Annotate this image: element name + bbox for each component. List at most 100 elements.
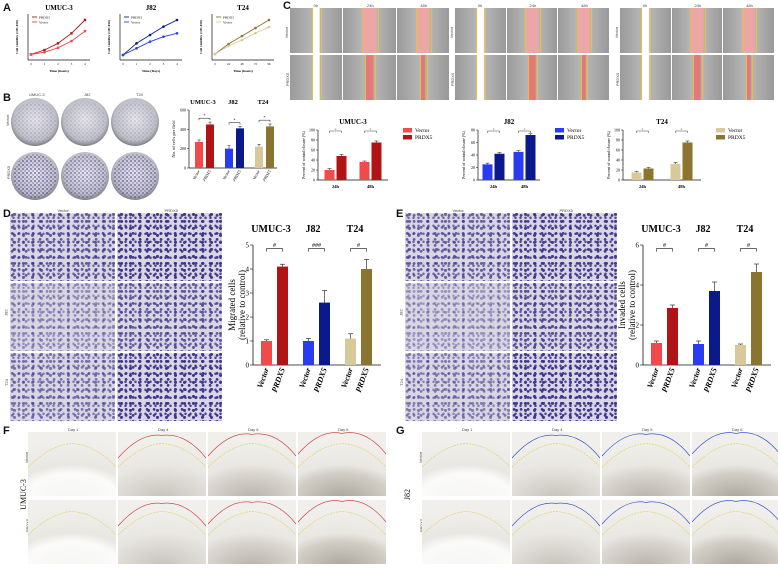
wound-edge-lines (419, 55, 428, 100)
chart-title: UMUC-3 (339, 118, 367, 126)
bar (670, 164, 681, 180)
bar (195, 141, 203, 168)
x-tick-label: Vector (729, 366, 745, 390)
baseline-outline (28, 443, 116, 468)
row-label: J82 (398, 309, 404, 316)
bar (255, 146, 263, 168)
panel-label-f: F (3, 425, 10, 437)
spheroid-image (208, 500, 296, 564)
wound-edge-lines (689, 8, 707, 53)
x-tick-label: 0 (122, 62, 124, 66)
baseline-outline (118, 511, 206, 536)
x-tick-label: 24h (639, 184, 647, 189)
baseline-outline (512, 511, 600, 536)
transwell-image (117, 353, 222, 421)
legend-swatch (555, 128, 564, 133)
day-label: Day 4 (552, 427, 563, 432)
b-col-label-t24: T24 (136, 92, 143, 97)
y-tick-label: 60 (616, 148, 620, 153)
baseline-outline (298, 511, 386, 536)
sig-bracket (740, 248, 757, 252)
transwell-image (512, 213, 617, 281)
chart-title: J82 (504, 118, 515, 126)
x-tick-label: Vector (251, 169, 261, 181)
transwell-image (10, 353, 115, 421)
spheroid-image (512, 500, 600, 564)
invasion-front-outline (602, 433, 690, 468)
y-tick-label: 80 (471, 128, 475, 133)
x-tick-label: 24h (490, 184, 498, 189)
wound-image (671, 55, 723, 100)
y-axis-label-2: (relative to control) (627, 270, 637, 340)
viability-chart-t24: T24 Time (hours) Cell viability (OD 450) 0 2… (199, 4, 274, 73)
y-axis-label: Percent of wound closure (%) (301, 130, 306, 178)
spheroid-image (602, 432, 690, 496)
sig-bracket (258, 119, 271, 123)
y-axis-label: Percent of wound closure (%) (461, 130, 466, 178)
cell-line-label: UMUC-3 (18, 479, 28, 510)
x-tick-label: PRDX5 (231, 169, 242, 183)
row-label: Vector (449, 26, 455, 39)
x-tick-label: 4 (84, 62, 86, 66)
migration-chart: UMUC-3 J82 T24 0 1 2 3 4 5 Migrated cells (relativ… (227, 224, 381, 393)
wound-edge-lines (361, 8, 380, 53)
data-point (162, 25, 165, 28)
row-label: Vector (614, 26, 620, 39)
x-tick-label: 4 (176, 62, 178, 66)
bar (324, 170, 335, 180)
legend-swatch (716, 135, 725, 140)
invasion-front-outline (28, 511, 116, 536)
sig-bracket (364, 130, 377, 133)
x-tick-label: PRDX5 (660, 367, 677, 394)
wound-image (343, 55, 396, 100)
y-tick-label: 4 (636, 282, 640, 290)
front-outline (298, 500, 386, 523)
panel-label-e: E (396, 208, 404, 220)
column-label: Vector (452, 208, 464, 213)
chart-title: T24 (347, 224, 364, 235)
wound-edge-lines (524, 8, 542, 53)
bar (225, 148, 233, 168)
bar (345, 338, 356, 365)
transwell-image (512, 283, 617, 351)
front-outline (512, 434, 600, 459)
time-label: 0h (477, 3, 483, 8)
data-point (43, 51, 46, 54)
spheroid-image (692, 500, 778, 564)
sig-bracket (656, 248, 673, 252)
x-axis-label: Time (hours) (233, 69, 253, 73)
x-tick-label: 0 (30, 62, 32, 66)
data-point (70, 39, 73, 43)
legend-label: PRDX5 (223, 15, 234, 19)
bar (303, 341, 314, 365)
series-line-vector (122, 32, 178, 56)
sig-mark: # (663, 243, 666, 249)
baseline-outline (602, 443, 690, 468)
b-col-label-umuc3: UMUC-3 (29, 92, 45, 97)
front-outline (298, 432, 386, 455)
x-tick-label: PRDX5 (744, 367, 761, 394)
sig-mark: * (264, 115, 266, 120)
spheroid-image (28, 500, 116, 564)
wound-image (558, 8, 609, 53)
y-tick-label: 2 (636, 322, 640, 330)
front-outline (118, 434, 206, 459)
x-tick-label: Vector (687, 366, 703, 390)
sig-mark: ### (312, 243, 321, 249)
chart-title: J82 (146, 4, 157, 12)
wound-image (723, 8, 774, 53)
sig-mark: * (234, 118, 236, 123)
wound-edge-lines (365, 55, 376, 100)
data-point (267, 25, 271, 29)
chart-title: T24 (237, 4, 249, 12)
sig-mark: * (681, 128, 683, 132)
y-tick-label: 400 (180, 127, 186, 132)
wound-image (620, 8, 671, 53)
sig-mark: * (493, 128, 495, 132)
wound-image (506, 8, 558, 53)
wound-edge-lines (580, 55, 589, 100)
x-tick-label: 2 (57, 62, 59, 66)
invasion-front-outline (422, 443, 510, 468)
y-tick-label: 0 (313, 178, 315, 183)
